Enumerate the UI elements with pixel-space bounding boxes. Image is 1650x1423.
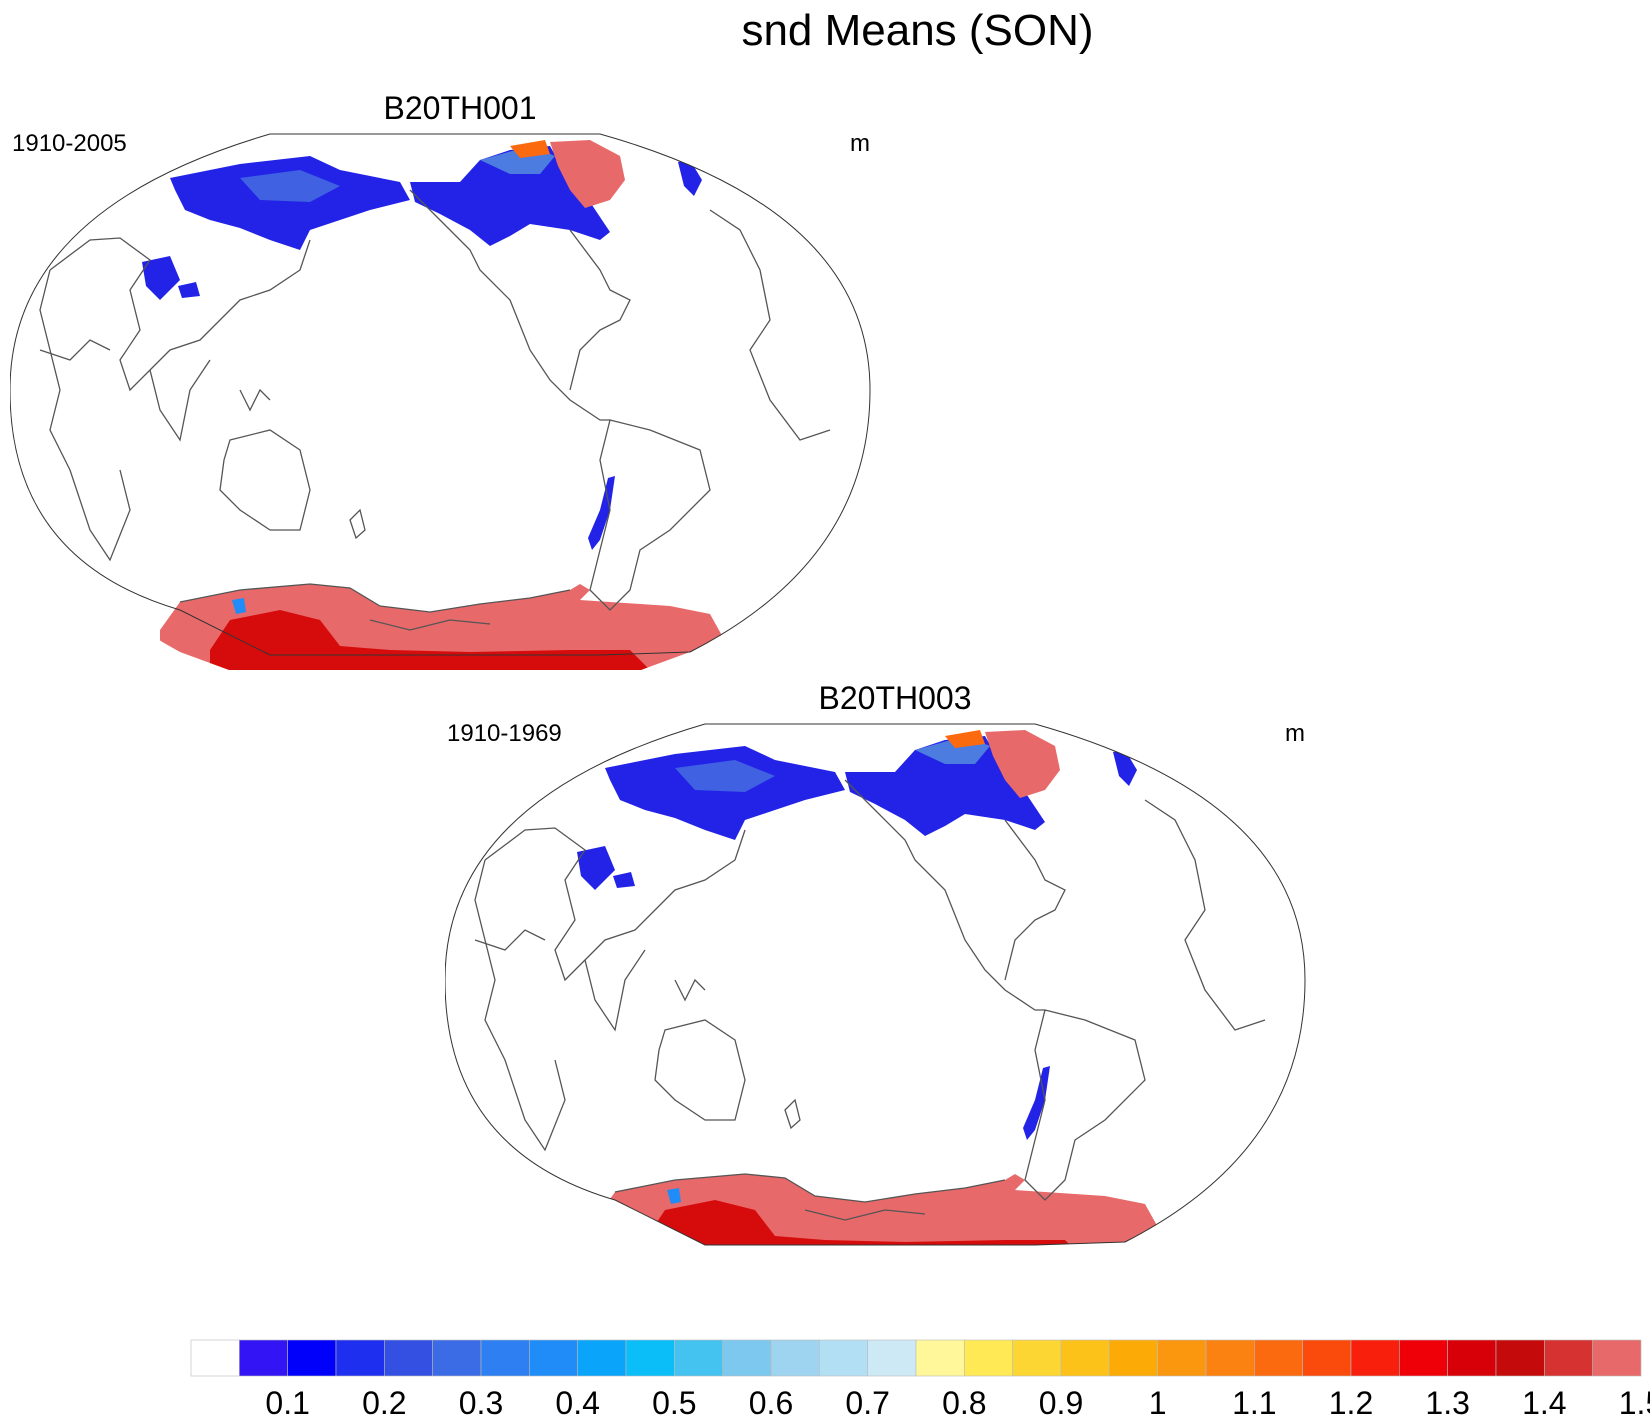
snow-central-asia (577, 846, 615, 890)
map-panel-b20th001: B20TH001 1910-2005 m (10, 90, 910, 670)
colorbar-box (867, 1339, 917, 1377)
colorbar-box (529, 1339, 578, 1377)
units-label: m (1285, 720, 1305, 747)
snow-scandinavia (1113, 750, 1137, 786)
colorbar-box (1399, 1339, 1448, 1377)
colorbar-box (577, 1339, 627, 1377)
colorbar-box (384, 1339, 433, 1377)
colorbar-box (1012, 1339, 1062, 1377)
colorbar-box (625, 1339, 675, 1377)
snow-arctic-orange (510, 140, 550, 158)
colorbar-tick-label: 1 (1149, 1385, 1167, 1421)
snow-antarctica-max (645, 1200, 1085, 1245)
colorbar-box (480, 1339, 530, 1377)
colorbar-box (1302, 1339, 1352, 1377)
colorbar-box (915, 1339, 965, 1377)
colorbar-boxes (190, 1339, 1642, 1377)
colorbar-box (432, 1339, 482, 1377)
colorbar-box (1109, 1339, 1158, 1377)
colorbar-box (335, 1339, 385, 1377)
map-svg (10, 133, 871, 670)
colorbar-box (819, 1339, 868, 1377)
map-outline (10, 133, 871, 656)
panel-title: B20TH003 (818, 680, 972, 716)
colorbar-box (1447, 1339, 1497, 1377)
snow-eurasia (170, 156, 410, 250)
map-svg (445, 723, 1306, 1246)
colorbar-tick-label: 0.8 (942, 1385, 986, 1421)
colorbar-box (964, 1339, 1013, 1377)
snow-antarctica-max (210, 610, 650, 670)
colorbar-tick-label: 1.1 (1232, 1385, 1276, 1421)
colorbar-box (1592, 1339, 1642, 1377)
colorbar-box (287, 1339, 337, 1377)
colorbar-box (1157, 1339, 1207, 1377)
units-label: m (850, 130, 870, 157)
snow-north-america (410, 146, 610, 246)
colorbar-box (1495, 1339, 1545, 1377)
snow-andes (588, 476, 615, 550)
colorbar-box (722, 1339, 772, 1377)
snow-eurasia-mid (240, 170, 340, 202)
colorbar-tick-label: 1.4 (1522, 1385, 1566, 1421)
map-outline (445, 723, 1306, 1246)
colorbar-box (770, 1339, 820, 1377)
colorbar-tick-label: 0.4 (555, 1385, 599, 1421)
snow-central-asia-2 (613, 872, 635, 888)
snow-north-america (845, 736, 1045, 836)
coastlines (39, 189, 831, 631)
colorbar-tick-label: 0.5 (652, 1385, 696, 1421)
colorbar-box (1060, 1339, 1110, 1377)
snow-eurasia-mid (675, 760, 775, 792)
colorbar-tick-label: 0.3 (459, 1385, 503, 1421)
snow-arctic-orange (945, 730, 985, 748)
colorbar-tick-label: 0.9 (1039, 1385, 1083, 1421)
colorbar-tick-label: 0.6 (749, 1385, 793, 1421)
colorbar-box (674, 1339, 723, 1377)
colorbar-box (1205, 1339, 1255, 1377)
coastlines (474, 779, 1266, 1221)
colorbar-tick-label: 0.1 (265, 1385, 309, 1421)
colorbar-box (1254, 1339, 1303, 1377)
map-panel-b20th003: B20TH003 1910-1969 m (445, 680, 1345, 1260)
colorbar-box (1350, 1339, 1400, 1377)
snow-central-asia (142, 256, 180, 300)
snow-andes (1023, 1066, 1050, 1140)
colorbar-tick-label: 0.2 (362, 1385, 406, 1421)
snow-antarctica-blue (232, 598, 246, 614)
snow-antarctica-blue (667, 1188, 681, 1204)
colorbar-tick-label: 1.5 (1619, 1385, 1650, 1421)
panel-title: B20TH001 (383, 90, 537, 126)
colorbar: 0.1 0.2 0.3 0.4 0.5 0.6 0.7 0.8 0.9 1 1.1 1.2 1.3 1.4… (190, 1339, 1650, 1421)
colorbar-box (190, 1339, 240, 1377)
colorbar-labels: 0.1 0.2 0.3 0.4 0.5 0.6 0.7 0.8 0.9 1 1.1 1.2 1.3 1.4… (265, 1385, 1650, 1421)
colorbar-tick-label: 1.2 (1329, 1385, 1373, 1421)
period-label: 1910-1969 (447, 720, 562, 747)
colorbar-box (1544, 1339, 1593, 1377)
snow-greenland (985, 730, 1060, 798)
figure-title: snd Means (SON) (741, 6, 1094, 55)
period-label: 1910-2005 (12, 130, 127, 157)
snow-eurasia (605, 746, 845, 840)
snow-central-asia-2 (178, 282, 200, 298)
snow-greenland (550, 140, 625, 208)
snow-antarctica (595, 1174, 1165, 1245)
snow-scandinavia (678, 160, 702, 196)
colorbar-tick-label: 0.7 (845, 1385, 889, 1421)
colorbar-box (239, 1339, 288, 1377)
colorbar-tick-label: 1.3 (1425, 1385, 1469, 1421)
